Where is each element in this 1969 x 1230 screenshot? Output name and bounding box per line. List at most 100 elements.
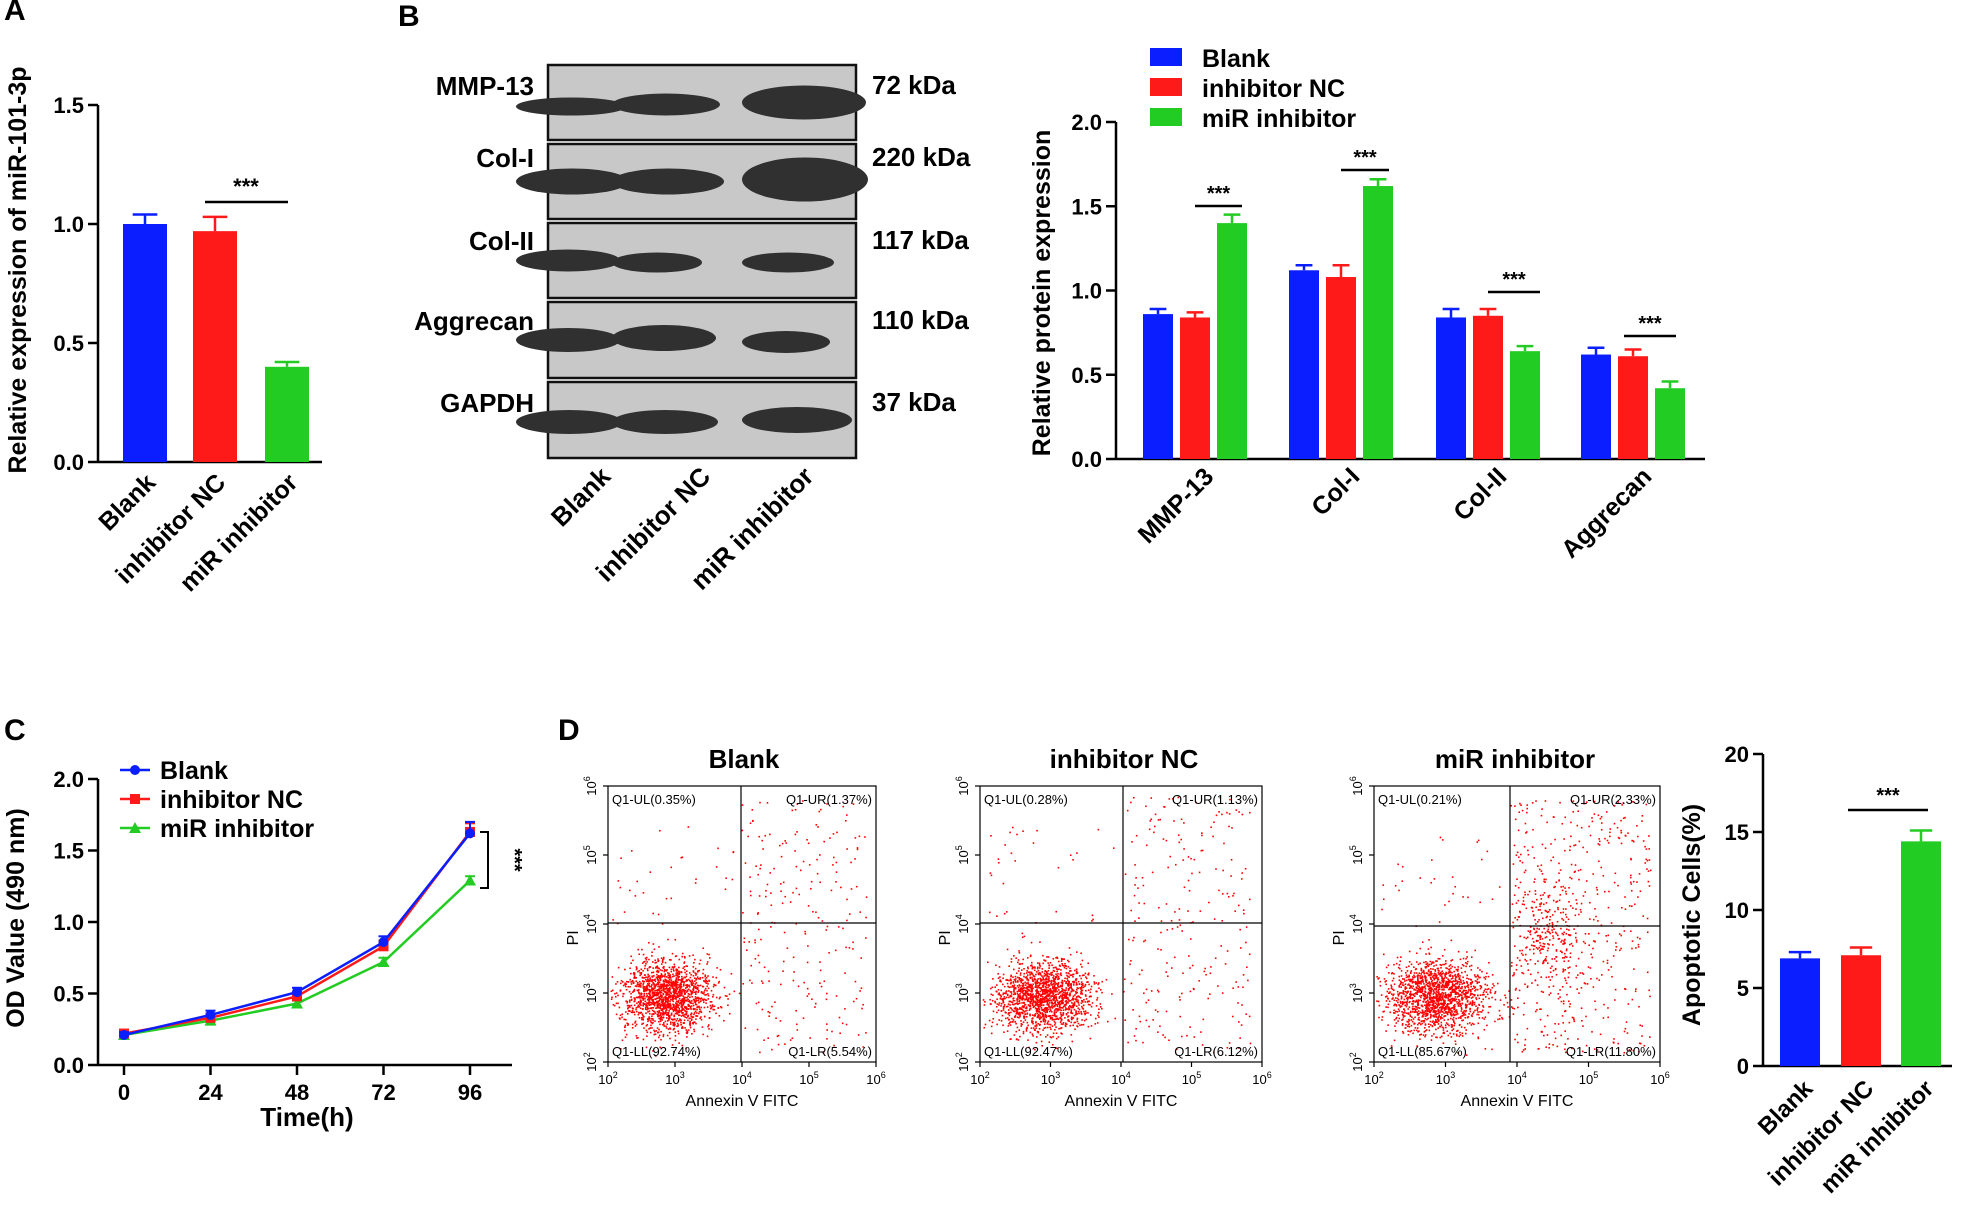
flow-dot <box>1085 977 1088 980</box>
flow-dot <box>1380 994 1383 996</box>
flow-dot <box>1405 974 1408 976</box>
flow-dot <box>1205 973 1207 976</box>
flow-dot <box>1049 1017 1052 1020</box>
flow-dot <box>1039 1012 1042 1015</box>
flow-dot <box>783 931 786 934</box>
flow-dot <box>645 1029 648 1032</box>
flow-dot <box>1379 980 1382 983</box>
flow-dot <box>802 800 804 802</box>
flow-dot <box>784 840 787 842</box>
flow-dot <box>1054 1022 1057 1024</box>
flow-dot <box>998 1004 1000 1006</box>
flow-dot <box>650 997 653 1000</box>
flow-dot <box>678 958 681 961</box>
flow-dot <box>678 1010 680 1013</box>
flow-dot <box>664 975 666 978</box>
flow-dot <box>1039 941 1041 943</box>
flow-dot <box>675 983 678 985</box>
flow-dot <box>641 997 644 1000</box>
flow-dot <box>1437 1027 1440 1029</box>
flow-dot <box>1016 990 1019 993</box>
flow-dot <box>723 986 726 989</box>
flow-dot <box>1088 983 1090 986</box>
flow-dot <box>627 1023 630 1025</box>
flow-dot <box>683 990 685 993</box>
flow-dot <box>1029 995 1032 998</box>
flow-dot <box>1466 963 1468 965</box>
flow-dot <box>1003 997 1005 1000</box>
flow-dot <box>1424 976 1426 979</box>
legend-swatch <box>1150 48 1182 66</box>
flow-dot <box>678 966 680 969</box>
flow-dot <box>650 1007 653 1009</box>
flow-dot <box>648 997 651 999</box>
flow-dot <box>1061 993 1064 995</box>
flow-dot <box>1063 995 1066 997</box>
flow-dot <box>1068 1020 1070 1022</box>
flow-dot <box>667 1002 669 1005</box>
flow-dot <box>1041 1012 1044 1014</box>
flow-dot <box>1026 998 1029 1001</box>
flow-dot <box>627 985 630 988</box>
flow-dot <box>1030 941 1033 944</box>
flow-dot <box>1240 878 1243 880</box>
flow-dot <box>1071 989 1074 992</box>
flow-dot <box>698 984 700 987</box>
flow-dot <box>1021 969 1023 971</box>
flow-dot <box>1434 970 1437 972</box>
flow-dot <box>1450 994 1452 997</box>
flow-dot <box>1416 975 1419 977</box>
flow-dot <box>659 1013 662 1015</box>
flow-dot <box>1190 857 1192 860</box>
flow-dot <box>1422 992 1424 995</box>
flow-dot <box>624 985 627 988</box>
flow-dot <box>1098 1008 1100 1011</box>
flow-dot <box>1084 1010 1087 1012</box>
flow-dot <box>1045 982 1047 984</box>
flow-dot <box>1453 1005 1455 1007</box>
flow-dot <box>1239 1037 1241 1039</box>
flow-dot <box>1021 987 1024 990</box>
flow-dot <box>1072 989 1075 992</box>
flow-dot <box>1429 1010 1431 1012</box>
flow-dot <box>1399 1004 1401 1007</box>
flow-dot <box>666 981 669 984</box>
flow-dot <box>659 991 662 993</box>
flow-dot <box>1451 987 1453 990</box>
flow-dot <box>663 970 666 973</box>
flow-dot <box>785 842 788 844</box>
flow-dot <box>1241 813 1244 816</box>
flow-dot <box>665 993 668 996</box>
flow-dot <box>613 1004 616 1007</box>
flow-dot <box>1049 1036 1052 1038</box>
flow-dot <box>1044 991 1046 993</box>
flow-dot <box>1132 939 1134 942</box>
flow-dot <box>1044 970 1047 972</box>
flow-dot <box>666 983 668 986</box>
flow-dot <box>1242 986 1244 989</box>
flow-dot <box>1433 1033 1435 1035</box>
flow-dot <box>634 895 637 897</box>
flow-dot <box>664 1007 666 1009</box>
flow-dot <box>695 878 697 881</box>
flow-dot <box>763 1039 765 1041</box>
flow-dot <box>692 988 695 990</box>
flow-dot <box>1032 998 1034 1000</box>
flow-dot <box>1041 975 1043 977</box>
flow-dot <box>1235 981 1237 983</box>
flow-dot <box>1051 1004 1053 1007</box>
flow-dot <box>738 992 741 995</box>
flow-dot <box>708 1010 711 1013</box>
flow-dot <box>1475 988 1477 991</box>
flow-dot <box>1004 844 1006 846</box>
flow-dot <box>1061 981 1064 983</box>
flow-dot <box>1076 972 1079 974</box>
flow-dot <box>664 973 667 975</box>
flow-dot <box>1424 966 1427 968</box>
flow-dot <box>648 988 650 991</box>
flow-dot <box>838 1016 841 1019</box>
flow-dot <box>1013 1034 1016 1036</box>
flow-dot <box>673 965 676 968</box>
flow-dot <box>1428 1029 1431 1032</box>
flow-dot <box>808 993 810 995</box>
